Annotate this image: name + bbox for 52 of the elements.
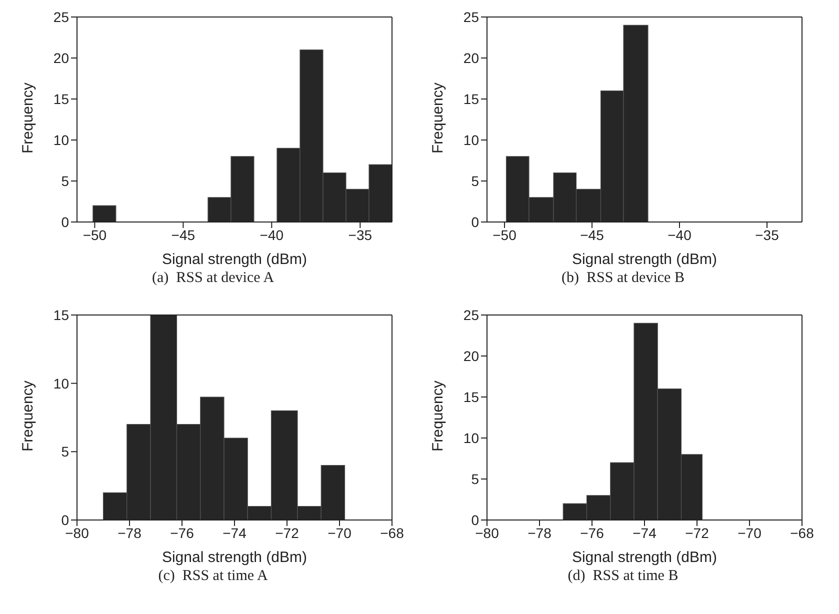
y-tick-label: 0 <box>61 214 70 230</box>
y-tick-label: 10 <box>53 375 70 392</box>
y-tick-label: 20 <box>463 348 480 364</box>
y-tick-label: 0 <box>471 214 480 230</box>
y-axis-title: Frequency <box>429 380 446 452</box>
x-tick-label: −74 <box>222 524 247 541</box>
x-tick-label: −76 <box>170 524 194 541</box>
x-tick-label: −45 <box>580 226 604 243</box>
y-tick-label: 5 <box>471 470 480 487</box>
y-tick-label: 10 <box>463 430 480 446</box>
x-axis-title: Signal strength (dBm) <box>572 251 718 268</box>
x-tick-label: −70 <box>738 524 762 541</box>
x-tick-label: −40 <box>668 226 692 243</box>
text: (d) RSS at time B <box>568 568 678 585</box>
x-tick-label: −74 <box>632 524 657 541</box>
y-axis-title: Frequency <box>19 380 36 452</box>
x-axis-title: Signal strength (dBm) <box>572 549 718 566</box>
x-tick-label: −50 <box>82 226 107 243</box>
x-tick-label: −68 <box>380 524 404 541</box>
x-tick-label: −72 <box>685 524 710 541</box>
x-axis-title: Signal strength (dBm) <box>162 549 308 566</box>
x-tick-label: −50 <box>492 226 517 243</box>
y-tick-label: 5 <box>471 172 480 189</box>
x-tick-label: −35 <box>348 226 372 243</box>
y-tick-label: 25 <box>463 8 480 25</box>
x-tick-label: −45 <box>171 226 196 243</box>
x-tick-label: −40 <box>260 226 284 243</box>
y-tick-label: 20 <box>463 50 480 66</box>
y-tick-label: 10 <box>463 132 480 148</box>
y-tick-label: 15 <box>463 90 480 107</box>
y-tick-label: 20 <box>53 50 70 66</box>
y-tick-label: 5 <box>61 172 70 189</box>
y-tick-label: 15 <box>53 306 70 323</box>
y-tick-label: 25 <box>463 306 480 323</box>
y-tick-label: 15 <box>463 388 480 405</box>
x-axis-title: Signal strength (dBm) <box>162 251 308 268</box>
y-tick-label: 10 <box>53 132 70 148</box>
y-tick-label: 25 <box>53 8 70 25</box>
x-tick-label: −72 <box>275 524 300 541</box>
y-tick-label: 15 <box>53 90 70 107</box>
x-tick-label: −35 <box>755 226 780 243</box>
text: (a) RSS at device A <box>152 270 274 287</box>
text: (c) RSS at time A <box>158 568 268 585</box>
x-tick-label: −76 <box>580 524 604 541</box>
x-tick-label: −78 <box>528 524 552 541</box>
y-axis-title: Frequency <box>19 82 36 154</box>
x-tick-label: −70 <box>328 524 352 541</box>
text: (b) RSS at device B <box>562 270 684 287</box>
y-tick-label: 5 <box>61 444 70 460</box>
x-tick-label: −78 <box>118 524 142 541</box>
x-tick-label: −68 <box>790 524 814 541</box>
y-axis-title: Frequency <box>429 82 446 154</box>
